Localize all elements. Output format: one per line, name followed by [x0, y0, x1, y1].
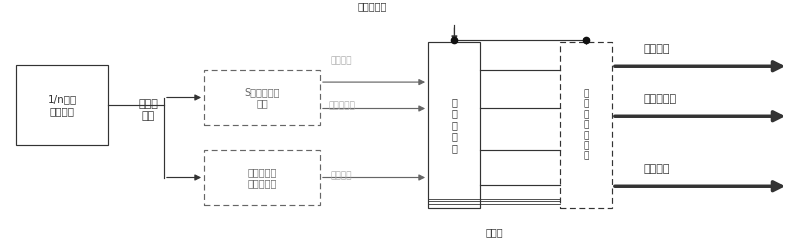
Text: 互连线: 互连线 [486, 228, 503, 237]
Text: 操作数
输入: 操作数 输入 [138, 99, 158, 121]
Text: 取反标志位: 取反标志位 [644, 94, 677, 104]
FancyBboxPatch shape [16, 65, 108, 145]
FancyBboxPatch shape [204, 150, 320, 205]
Text: 功耗感知补
偿逻辑模块: 功耗感知补 偿逻辑模块 [247, 167, 277, 188]
Text: 正变输出: 正变输出 [331, 57, 352, 66]
Text: 补偿信号: 补偿信号 [331, 172, 352, 181]
Text: 结果输出: 结果输出 [644, 44, 670, 54]
Text: 1/n编码
逻辑模块: 1/n编码 逻辑模块 [47, 94, 77, 116]
Text: S盒运算逻辑
模块: S盒运算逻辑 模块 [244, 87, 280, 108]
Text: 反
向
循
环
移
位
器: 反 向 循 环 移 位 器 [583, 89, 589, 161]
Text: 取反标志位: 取反标志位 [328, 102, 355, 111]
FancyBboxPatch shape [204, 70, 320, 125]
FancyBboxPatch shape [560, 42, 612, 207]
Text: 补偿信号: 补偿信号 [644, 164, 670, 174]
FancyBboxPatch shape [428, 42, 480, 207]
Text: 偏移量信号: 偏移量信号 [358, 1, 386, 11]
Text: 循
环
移
位
器: 循 环 移 位 器 [451, 97, 457, 153]
